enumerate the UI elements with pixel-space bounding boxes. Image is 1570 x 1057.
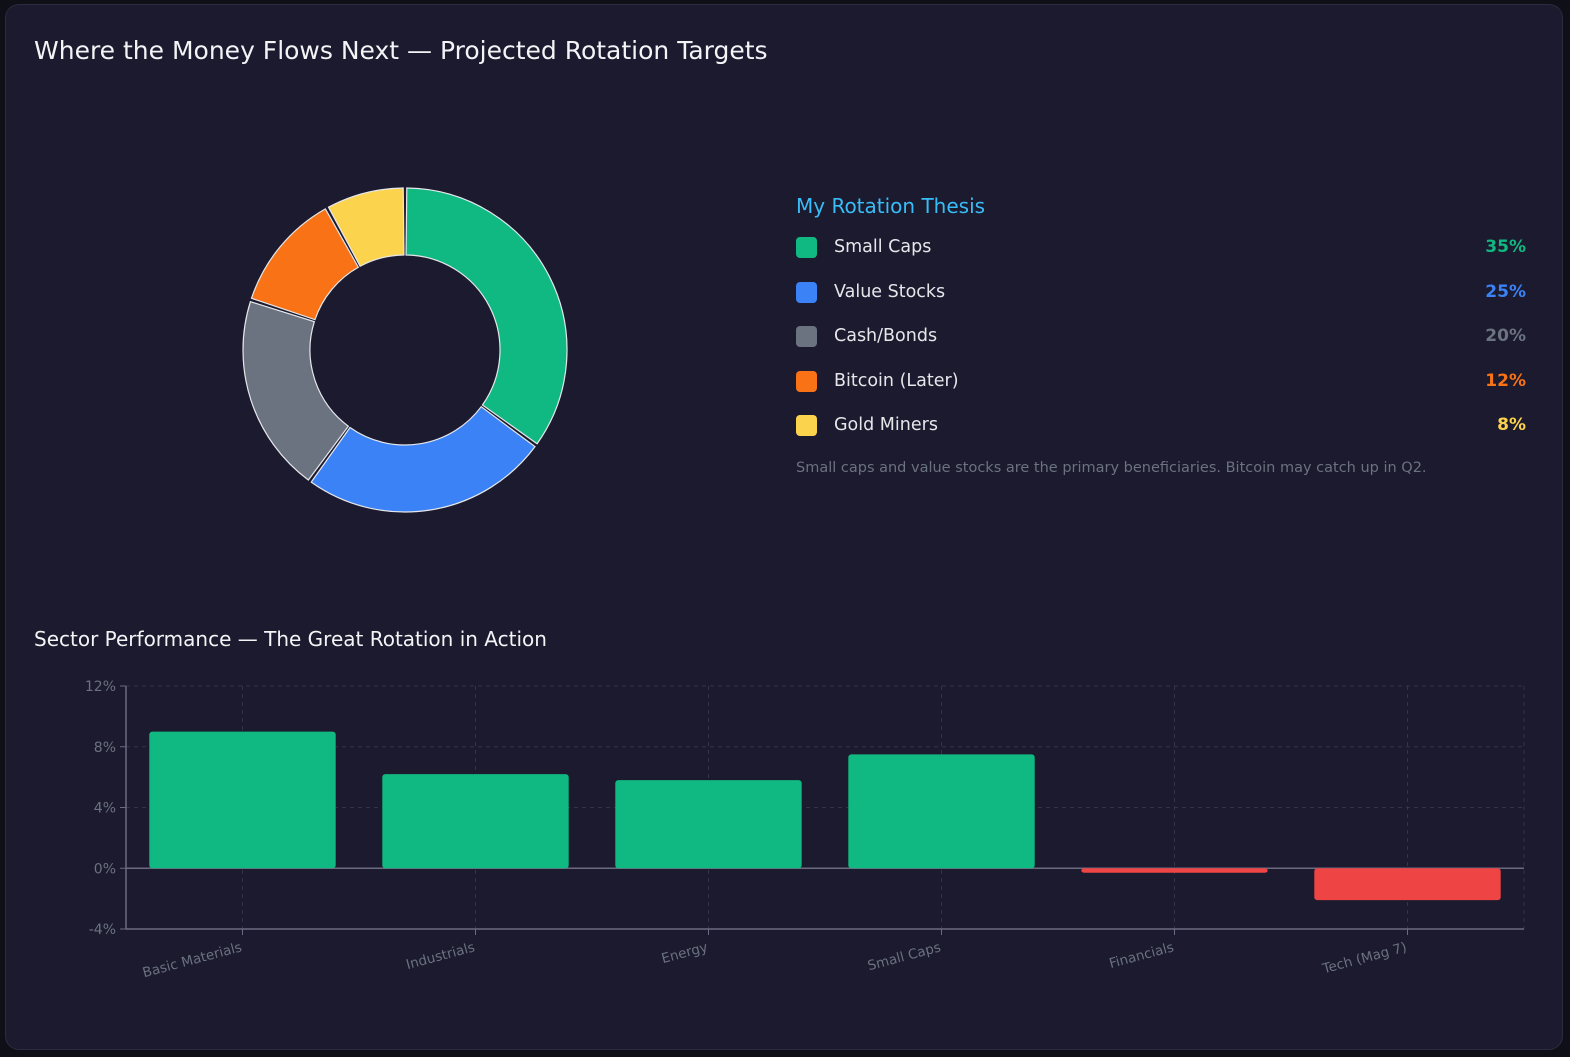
legend-title: My Rotation Thesis [796,194,986,218]
x-tick-label: Industrials [404,939,476,973]
bar[interactable] [382,774,569,869]
page-title: Where the Money Flows Next — Projected R… [34,36,768,65]
y-tick-label: 4% [94,801,116,817]
legend-label: Value Stocks [834,281,946,302]
bar[interactable] [1081,868,1268,873]
bar[interactable] [848,754,1035,869]
x-tick-label: Tech (Mag 7) [1320,939,1409,977]
donut-slice[interactable] [250,208,360,321]
bar[interactable] [149,731,336,869]
legend-item: Cash/Bonds 20% [796,324,1526,369]
legend-label: Gold Miners [834,415,938,435]
donut-slice[interactable] [242,300,350,481]
donut-slice[interactable] [310,405,536,513]
legend-item: Value Stocks 25% [796,280,1526,325]
legend-note: Small caps and value stocks are the prim… [796,459,1427,476]
legend-swatch [796,415,817,436]
legend-value: 12% [1485,370,1526,391]
donut-slice[interactable] [405,187,568,445]
x-tick-label: Small Caps [866,939,943,974]
y-tick-label: 0% [94,861,116,877]
legend-item: Gold Miners 8% [796,413,1526,458]
legend-item: Bitcoin (Later) 12% [796,369,1526,414]
bar[interactable] [1314,868,1501,901]
legend-swatch [796,237,817,258]
bar-chart-title: Sector Performance — The Great Rotation … [34,627,547,651]
legend-value: 25% [1485,281,1526,302]
legend-value: 20% [1485,326,1526,346]
legend-value: 35% [1485,237,1526,257]
x-tick-label: Financials [1107,939,1175,972]
legend-swatch [796,326,817,347]
x-tick-label: Energy [660,939,710,967]
x-tick-label: Basic Materials [141,939,244,981]
legend-swatch [796,370,817,392]
legend: My Rotation Thesis Small Caps 35% Value … [796,193,1526,476]
donut-chart [242,187,568,513]
donut-slice[interactable] [327,187,405,268]
legend-label: Cash/Bonds [834,326,938,346]
y-tick-label: 12% [85,679,116,695]
legend-label: Bitcoin (Later) [834,370,959,391]
bar[interactable] [615,780,802,869]
chart-card [5,4,1563,1050]
legend-value: 8% [1497,415,1526,435]
legend-label: Small Caps [834,237,932,257]
y-tick-label: 8% [94,740,116,756]
legend-swatch [796,281,817,303]
legend-item: Small Caps 35% [796,235,1526,280]
y-tick-label: -4% [89,922,116,938]
